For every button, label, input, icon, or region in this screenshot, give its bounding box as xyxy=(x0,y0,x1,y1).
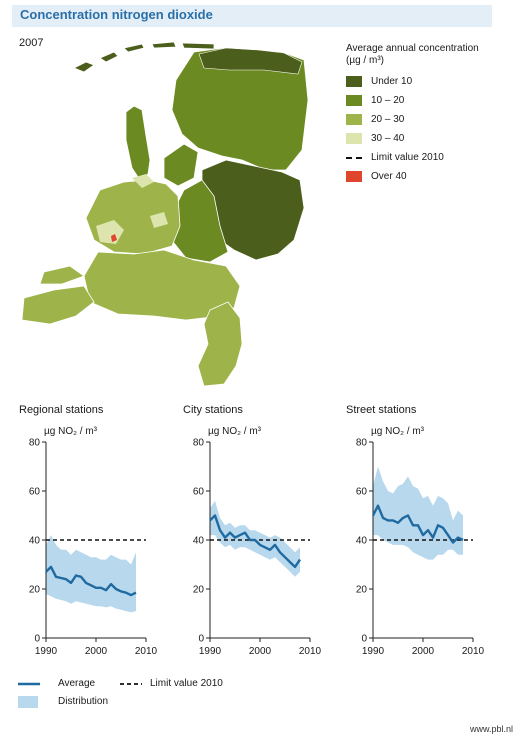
map-island xyxy=(181,42,215,50)
y-tick-label: 20 xyxy=(193,585,205,596)
map-region-far-north xyxy=(198,47,303,75)
y-tick-label: 0 xyxy=(198,634,204,645)
title-bar: Concentration nitrogen dioxide xyxy=(12,5,492,27)
map-legend: Average annual concentration (µg / m³) U… xyxy=(346,43,479,182)
map-hotspot-rotterdam xyxy=(96,220,124,244)
x-tick-label: 2000 xyxy=(85,646,108,657)
legend-swatch xyxy=(346,133,362,144)
chart-street: µg NO₂ / m³ 0 20 40 60 80 1990 2000 2010 xyxy=(356,426,485,657)
map-region-zeeland-islands xyxy=(39,265,85,285)
x-tick-label: 2000 xyxy=(249,646,272,657)
distribution-band xyxy=(46,535,136,613)
map-lake-ijsselmeer xyxy=(148,124,174,160)
x-tick-label: 2010 xyxy=(462,646,485,657)
distribution-band xyxy=(373,466,463,560)
legend-title: Average annual concentration xyxy=(346,43,479,54)
legend-swatch xyxy=(346,171,362,182)
average-line xyxy=(45,565,137,597)
map-island xyxy=(99,51,119,63)
y-axis-label: µg NO₂ / m³ xyxy=(208,426,262,437)
map-hotspot-amsterdam xyxy=(132,174,154,188)
y-axis-label: µg NO₂ / m³ xyxy=(44,426,98,437)
y-tick-label: 0 xyxy=(34,634,40,645)
legend-label: Limit value 2010 xyxy=(371,152,444,163)
legend-distribution-swatch xyxy=(18,696,38,708)
map-island xyxy=(151,41,177,49)
average-line xyxy=(209,514,301,569)
y-tick-label: 80 xyxy=(193,438,205,449)
map-island xyxy=(73,61,95,73)
y-tick-label: 60 xyxy=(29,487,41,498)
chart-city: µg NO₂ / m³ 0 20 40 60 80 1990 2000 2010 xyxy=(193,426,322,657)
y-tick-label: 40 xyxy=(193,536,205,547)
y-tick-label: 60 xyxy=(356,487,368,498)
average-line xyxy=(371,504,464,544)
chart-regional: µg NO₂ / m³ 0 20 40 60 80 1990 2000 2010 xyxy=(29,426,158,657)
x-tick-label: 1990 xyxy=(362,646,385,657)
y-tick-label: 20 xyxy=(29,585,41,596)
legend-label: 30 – 40 xyxy=(371,133,405,144)
y-tick-label: 40 xyxy=(29,536,41,547)
legend-dash-mark xyxy=(346,157,362,159)
map-island xyxy=(123,43,145,53)
map-region-zeeland xyxy=(21,285,95,325)
map-hotspot-utrecht xyxy=(150,212,168,228)
x-tick-label: 2010 xyxy=(135,646,158,657)
y-tick-label: 20 xyxy=(356,585,368,596)
map-over40 xyxy=(111,234,117,242)
map-region-randstad xyxy=(85,179,181,255)
x-tick-label: 1990 xyxy=(199,646,222,657)
x-tick-label: 1990 xyxy=(35,646,58,657)
panel-title-city: City stations xyxy=(183,404,243,416)
distribution-band xyxy=(210,500,300,577)
map-region-northholland xyxy=(125,105,151,181)
legend-label: 10 – 20 xyxy=(371,95,405,106)
legend-title-unit: (µg / m³) xyxy=(346,55,384,66)
legend-label: Under 10 xyxy=(371,76,413,87)
x-tick-label: 2000 xyxy=(412,646,435,657)
y-tick-label: 40 xyxy=(356,536,368,547)
x-tick-label: 2010 xyxy=(299,646,322,657)
legend-swatch xyxy=(346,95,362,106)
y-axis-label: µg NO₂ / m³ xyxy=(371,426,425,437)
panel-title-regional: Regional stations xyxy=(19,404,104,416)
legend-average-line xyxy=(18,682,40,686)
panel-title-street: Street stations xyxy=(346,404,417,416)
y-tick-label: 0 xyxy=(361,634,367,645)
legend-swatch xyxy=(346,114,362,125)
map-region-limburg xyxy=(197,301,243,387)
netherlands-map xyxy=(21,41,309,387)
legend-swatch xyxy=(346,76,362,87)
y-tick-label: 80 xyxy=(29,438,41,449)
legend-label: Over 40 xyxy=(371,171,407,182)
legend-label: 20 – 30 xyxy=(371,114,405,125)
y-tick-label: 60 xyxy=(193,487,205,498)
bottom-legend: Average Limit value 2010 Distribution xyxy=(18,678,318,714)
map-year: 2007 xyxy=(19,37,44,49)
credit: www.pbl.nl xyxy=(469,724,513,734)
legend-limit-line xyxy=(120,683,142,685)
legend-distribution-label: Distribution xyxy=(58,696,109,707)
legend-average-label: Average xyxy=(58,678,96,689)
legend-limit-label: Limit value 2010 xyxy=(150,678,223,689)
page-title: Concentration nitrogen dioxide xyxy=(20,7,213,22)
map-region-flevoland xyxy=(163,143,199,187)
y-tick-label: 80 xyxy=(356,438,368,449)
